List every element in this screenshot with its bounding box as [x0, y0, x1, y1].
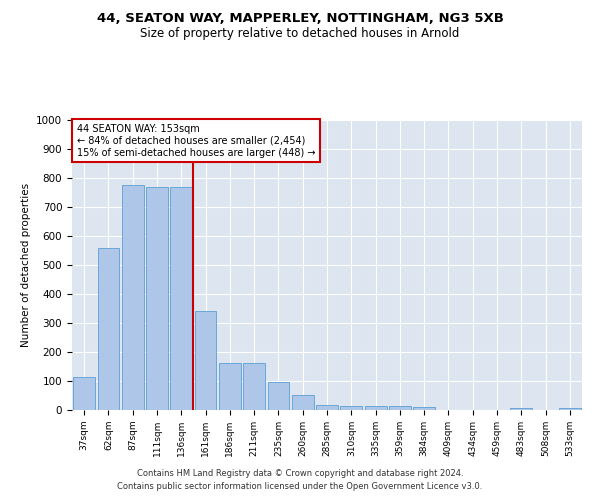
Text: Size of property relative to detached houses in Arnold: Size of property relative to detached ho…	[140, 28, 460, 40]
Bar	[389, 406, 411, 410]
Bar	[340, 406, 362, 410]
Bar	[559, 408, 581, 410]
Bar	[219, 362, 241, 410]
Bar	[511, 408, 532, 410]
Bar	[292, 395, 314, 410]
Text: Contains public sector information licensed under the Open Government Licence v3: Contains public sector information licen…	[118, 482, 482, 491]
Bar	[73, 377, 95, 410]
Text: Contains HM Land Registry data © Crown copyright and database right 2024.: Contains HM Land Registry data © Crown c…	[137, 468, 463, 477]
Y-axis label: Number of detached properties: Number of detached properties	[20, 183, 31, 347]
Text: 44 SEATON WAY: 153sqm
← 84% of detached houses are smaller (2,454)
15% of semi-d: 44 SEATON WAY: 153sqm ← 84% of detached …	[77, 124, 316, 158]
Bar	[97, 248, 119, 410]
Bar	[194, 310, 217, 410]
Bar	[170, 186, 192, 410]
Bar	[316, 405, 338, 410]
Bar	[243, 362, 265, 410]
Bar	[146, 186, 168, 410]
Bar	[122, 185, 143, 410]
Text: 44, SEATON WAY, MAPPERLEY, NOTTINGHAM, NG3 5XB: 44, SEATON WAY, MAPPERLEY, NOTTINGHAM, N…	[97, 12, 503, 26]
Bar	[365, 406, 386, 410]
Bar	[413, 407, 435, 410]
Bar	[268, 382, 289, 410]
